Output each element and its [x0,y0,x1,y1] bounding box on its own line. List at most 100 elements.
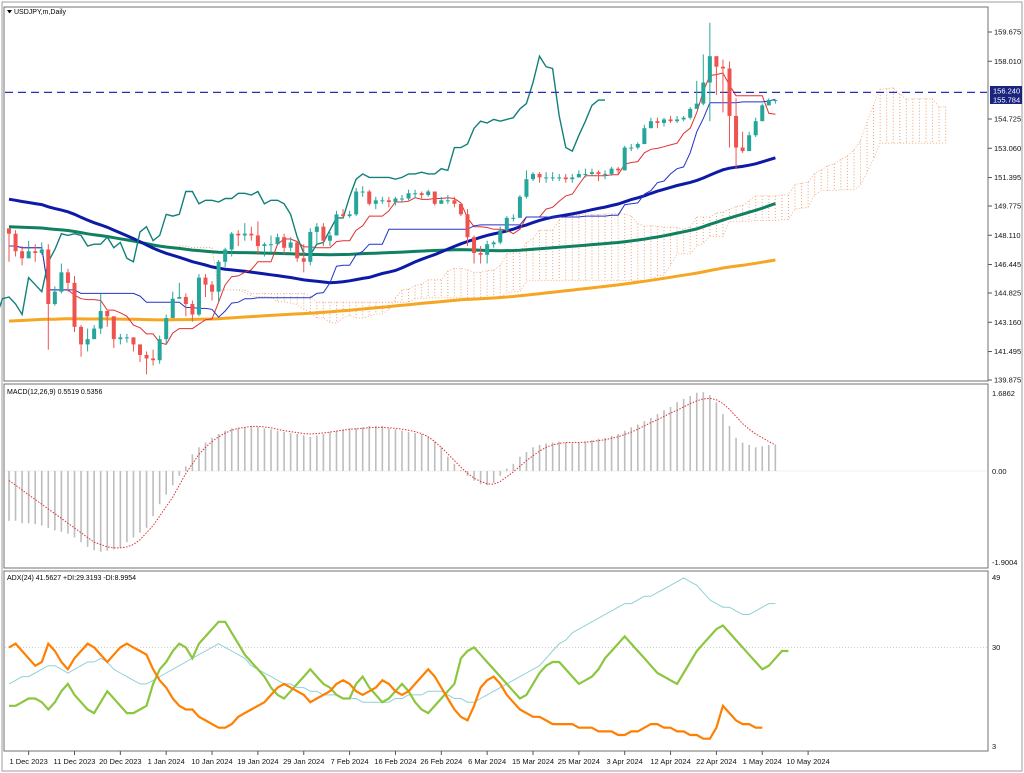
price-marker-upper [990,86,1022,95]
date-tick-label: 12 Apr 2024 [650,757,690,766]
candle [229,231,234,257]
candle [33,244,38,262]
date-tick-label: 1 Jan 2024 [148,757,185,766]
candle [413,189,418,199]
candle [65,268,70,292]
minus-di-line [8,641,763,740]
macd-tick-zero: 0.00 [992,467,1007,476]
candle [373,196,378,210]
candle [157,335,162,364]
moving-averages [8,156,776,323]
date-tick-label: 1 Dec 2023 [9,757,47,766]
adx-label: ADX(24) 41.5627 +DI:29.3193 -DI:8.9954 [7,575,136,582]
macd-tick-bottom: -1.9004 [992,558,1017,567]
candle [7,228,11,262]
candle [269,235,273,254]
candle [183,293,188,317]
candle [766,98,771,106]
candle [59,263,64,294]
adx-tick-mid: 30 [992,643,1000,652]
candle [196,274,201,317]
candle [334,210,339,236]
candle [472,235,477,264]
candle [576,170,581,178]
candle [714,56,719,95]
candle [282,233,287,255]
candle [445,195,450,204]
macd-tick-top: 1.6862 [992,389,1015,398]
candle [170,291,175,319]
candle [609,166,614,176]
candle [524,170,529,199]
dropdown-triangle-icon[interactable] [7,10,12,14]
sma-200-line [8,258,776,323]
candle [288,237,293,252]
candle [439,196,444,204]
candle [295,240,300,262]
adx-panel-frame [3,570,989,752]
candle [629,144,634,152]
candle [622,145,627,171]
price-tick-label: 144.825 [994,289,1021,298]
candle [380,196,385,204]
candle [138,344,142,362]
candle [668,115,673,123]
macd-panel-frame [3,383,989,569]
candle [144,351,149,375]
candle [72,275,77,333]
adx-tick-bottom: 3 [992,742,996,751]
candle [360,186,365,197]
candle [570,173,575,183]
candle [79,325,84,357]
candle [85,328,90,352]
price-tick-label: 151.395 [994,173,1021,182]
candle [111,316,116,348]
candle [26,240,31,259]
macd-signal-line [8,397,776,549]
candle [557,173,562,181]
candle [655,117,660,129]
candle [314,223,319,245]
candle [511,214,516,222]
candle [124,333,129,343]
sma-50-line [8,156,776,285]
candle [426,189,431,197]
candle [118,333,123,345]
candle [517,195,522,218]
candle [367,189,372,206]
main-price-axis: 159.675 158.010 154.725 153.060 151.395 149.7… [988,28,1021,385]
candle [642,124,647,145]
candle [648,117,653,129]
candle [747,131,752,152]
candle [164,314,169,345]
candle [39,242,44,255]
candle [98,293,103,334]
candle [662,117,666,127]
candle [236,230,241,246]
price-tick-label: 143.160 [994,318,1021,327]
candle [491,240,496,248]
candle [603,170,608,180]
price-tick-label: 153.060 [994,144,1021,153]
candle [760,103,765,122]
macd-histogram [8,392,777,552]
candle [151,349,156,366]
candle [400,195,404,203]
symbol-title-text: USDJPY,m,Daily [14,9,66,16]
candle [321,223,326,246]
date-tick-label: 26 Feb 2024 [420,757,462,766]
date-tick-label: 19 Jan 2024 [237,757,278,766]
tenkan-sen-line [9,72,776,345]
candle [347,210,352,218]
candle [773,100,778,104]
candle [544,172,549,183]
candle [616,166,621,174]
date-tick-label: 25 Mar 2024 [558,757,600,766]
price-marker-upper-label: 156.240 [993,87,1020,96]
candle [419,191,424,199]
adx-line [8,577,776,703]
candle [550,172,555,181]
date-tick-label: 29 Jan 2024 [283,757,324,766]
